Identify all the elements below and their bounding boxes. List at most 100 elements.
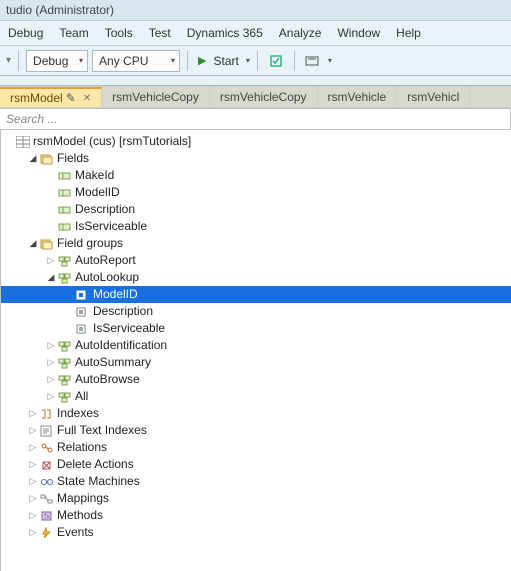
config-combo-value: Debug (33, 54, 68, 68)
tree-node-field-groups[interactable]: ◢Field groups (1, 235, 511, 252)
chevron-right-icon[interactable]: ▷ (27, 507, 39, 524)
delete-icon (39, 458, 54, 472)
chevron-right-icon[interactable]: ▷ (27, 422, 39, 439)
tree-node-modelid[interactable]: ModelID (1, 184, 511, 201)
toolbar-btn-1[interactable] (265, 50, 287, 72)
caret-icon[interactable]: ▾ (328, 56, 332, 65)
tab-rsmvehicle[interactable]: rsmVehicle (318, 87, 398, 107)
tree-node-label: IsServiceable (75, 218, 147, 235)
relations-icon (39, 441, 54, 455)
tree-node-mappings[interactable]: ▷ Mappings (1, 490, 511, 507)
chevron-right-icon[interactable]: ▷ (45, 337, 57, 354)
ref-icon (75, 288, 90, 302)
tree-node-description[interactable]: Description (1, 303, 511, 320)
tree-node-label: ModelID (75, 184, 120, 201)
window-title: tudio (Administrator) (6, 3, 114, 17)
tree-node-label: AutoIdentification (75, 337, 167, 354)
chevron-right-icon[interactable]: ▷ (27, 490, 39, 507)
toolbar: ▾ Debug ▾ Any CPU ▾ ▶ Start ▾ ▾ (0, 46, 511, 76)
tree-node-autolookup[interactable]: ◢AutoLookup (1, 269, 511, 286)
group-icon (57, 356, 72, 370)
tree-node-delete-actions[interactable]: ▷Delete Actions (1, 456, 511, 473)
title-bar: tudio (Administrator) (0, 0, 511, 21)
tree-node-autosummary[interactable]: ▷AutoSummary (1, 354, 511, 371)
fulltext-icon (39, 424, 54, 438)
tree-node-full-text-indexes[interactable]: ▷ Full Text Indexes (1, 422, 511, 439)
tree-node-isserviceable[interactable]: IsServiceable (1, 218, 511, 235)
tab-label: rsmModel (10, 91, 63, 105)
search-input[interactable]: Search ... (0, 108, 511, 130)
chevron-right-icon[interactable]: ▷ (27, 456, 39, 473)
tree-node-isserviceable[interactable]: IsServiceable (1, 320, 511, 337)
tree-node-modelid[interactable]: ModelID (1, 286, 511, 303)
config-combo[interactable]: Debug ▾ (26, 50, 88, 72)
menu-help[interactable]: Help (396, 26, 421, 40)
menu-analyze[interactable]: Analyze (279, 26, 322, 40)
tree-node-label: Full Text Indexes (57, 422, 147, 439)
tree-root[interactable]: rsmModel (cus) [rsmTutorials] (1, 133, 511, 150)
menu-dynamics365[interactable]: Dynamics 365 (187, 26, 263, 40)
tab-rsmvehiclecopy-2[interactable]: rsmVehicleCopy (210, 87, 318, 107)
start-button[interactable]: Start (214, 54, 242, 68)
tree-node-relations[interactable]: ▷ Relations (1, 439, 511, 456)
chevron-right-icon[interactable]: ▷ (45, 354, 57, 371)
tree-node-label: Relations (57, 439, 107, 456)
chevron-right-icon[interactable]: ▷ (45, 371, 57, 388)
tree-node-description[interactable]: Description (1, 201, 511, 218)
tree-node-fields[interactable]: ◢Fields (1, 150, 511, 167)
tree-node-label: All (75, 388, 88, 405)
chevron-right-icon[interactable]: ▷ (45, 252, 57, 269)
play-icon[interactable]: ▶ (195, 54, 209, 67)
tree-node-indexes[interactable]: ▷Indexes (1, 405, 511, 422)
tree-node-state-machines[interactable]: ▷State Machines (1, 473, 511, 490)
toolbar-btn-2[interactable] (302, 50, 324, 72)
tree-node-events[interactable]: ▷Events (1, 524, 511, 541)
group-icon (57, 271, 72, 285)
field-icon (57, 186, 72, 200)
group-icon (57, 390, 72, 404)
chevron-down-icon[interactable]: ◢ (27, 235, 39, 252)
tree-node-autoreport[interactable]: ▷AutoReport (1, 252, 511, 269)
field-icon (57, 203, 72, 217)
field-icon (57, 169, 72, 183)
chevron-down-icon[interactable]: ◢ (27, 150, 39, 167)
chevron-right-icon[interactable]: ▷ (27, 439, 39, 456)
tree-node-label: Mappings (57, 490, 109, 507)
menu-team[interactable]: Team (59, 26, 88, 40)
tree-root-label: rsmModel (cus) [rsmTutorials] (33, 133, 191, 150)
tree-node-all[interactable]: ▷ All (1, 388, 511, 405)
tree-node-autoidentification[interactable]: ▷ AutoIdentification (1, 337, 511, 354)
menu-tools[interactable]: Tools (105, 26, 133, 40)
folder-groups-icon (39, 237, 54, 251)
group-icon (57, 254, 72, 268)
tree-node-label: IsServiceable (93, 320, 165, 337)
tree-node-methods[interactable]: ▷fxMethods (1, 507, 511, 524)
tab-rsmvehiclecopy-1[interactable]: rsmVehicleCopy (102, 87, 210, 107)
tree-node-autobrowse[interactable]: ▷AutoBrowse (1, 371, 511, 388)
menu-test[interactable]: Test (149, 26, 171, 40)
tab-rsmmodel[interactable]: rsmModel ✎ ✕ (0, 87, 102, 107)
chevron-right-icon[interactable]: ▷ (27, 405, 39, 422)
tab-row: rsmModel ✎ ✕ rsmVehicleCopy rsmVehicleCo… (0, 86, 511, 108)
close-icon[interactable]: ✕ (83, 93, 91, 104)
start-dropdown-icon[interactable]: ▾ (246, 56, 250, 65)
menu-debug[interactable]: Debug (8, 26, 43, 40)
menu-window[interactable]: Window (337, 26, 380, 40)
indexes-icon (39, 407, 54, 421)
tree-node-makeid[interactable]: MakeId (1, 167, 511, 184)
tree-node-label: Description (93, 303, 153, 320)
chevron-right-icon[interactable]: ▷ (45, 388, 57, 405)
tree-node-label: MakeId (75, 167, 114, 184)
table-icon (15, 135, 30, 149)
state-icon (39, 475, 54, 489)
dirty-icon: ✎ (66, 91, 76, 105)
tree-node-label: ModelID (93, 286, 138, 303)
platform-combo[interactable]: Any CPU ▾ (92, 50, 180, 72)
chevron-right-icon[interactable]: ▷ (27, 473, 39, 490)
chevron-right-icon[interactable]: ▷ (27, 524, 39, 541)
tab-rsmvehicl-partial[interactable]: rsmVehicl (397, 87, 470, 107)
tab-label: rsmVehicleCopy (220, 90, 307, 104)
tree-node-label: Description (75, 201, 135, 218)
chevron-down-icon[interactable]: ◢ (45, 269, 57, 286)
methods-icon: fx (39, 509, 54, 523)
